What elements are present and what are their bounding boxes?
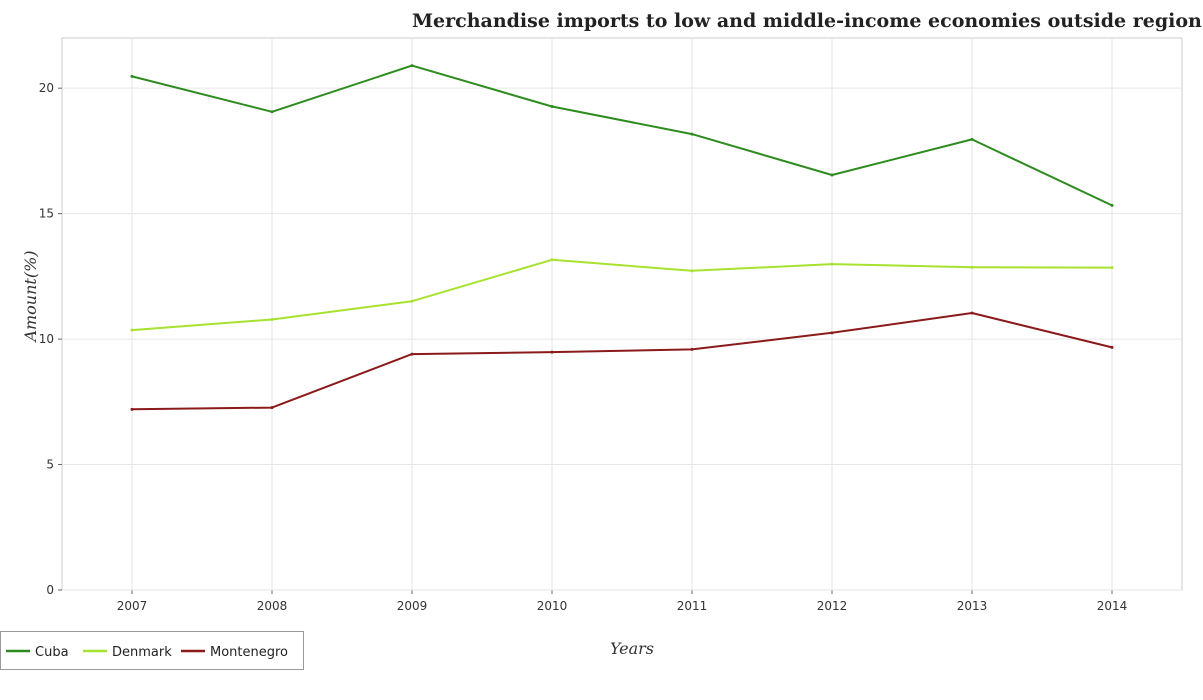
data-point-cuba <box>970 137 974 141</box>
data-point-denmark <box>270 318 274 322</box>
y-tick-label: 10 <box>39 332 54 346</box>
x-tick-label: 2010 <box>537 599 568 613</box>
x-tick-label: 2008 <box>257 599 288 613</box>
data-point-cuba <box>830 173 834 177</box>
data-point-cuba <box>410 64 414 68</box>
legend-label-montenegro: Montenegro <box>210 645 288 660</box>
series-line-denmark <box>131 258 1113 332</box>
series-line-cuba <box>131 64 1113 207</box>
x-tick-label: 2012 <box>817 599 848 613</box>
x-tick-label: 2011 <box>677 599 708 613</box>
data-point-denmark <box>690 269 694 273</box>
data-point-denmark <box>130 328 134 332</box>
data-point-montenegro <box>550 350 554 354</box>
series-line-montenegro <box>131 312 1113 411</box>
y-tick-label: 0 <box>46 583 54 597</box>
data-point-montenegro <box>270 406 274 410</box>
y-tick-label: 15 <box>39 207 54 221</box>
data-point-montenegro <box>130 407 134 411</box>
data-point-montenegro <box>690 347 694 351</box>
data-point-denmark <box>970 265 974 269</box>
plot-area: 2007 2008 2009 2010 2011 2012 2013 2014 0 5 10 15 20 <box>39 37 1183 613</box>
data-point-montenegro <box>1110 345 1114 349</box>
y-tick-label: 20 <box>39 81 54 95</box>
data-point-denmark <box>1110 266 1114 270</box>
legend: Cuba Denmark Montenegro <box>0 631 304 670</box>
data-point-cuba <box>690 132 694 136</box>
data-point-montenegro <box>830 331 834 335</box>
data-point-cuba <box>270 110 274 114</box>
legend-label-cuba: Cuba <box>35 645 69 660</box>
data-point-cuba <box>550 104 554 108</box>
x-axis-label: Years <box>610 639 654 658</box>
data-point-denmark <box>830 262 834 266</box>
data-point-cuba <box>130 74 134 78</box>
x-tick-label: 2013 <box>957 599 988 613</box>
x-tick-label: 2009 <box>397 599 428 613</box>
data-point-montenegro <box>970 311 974 315</box>
y-tick-label: 5 <box>46 458 54 472</box>
data-point-denmark <box>410 299 414 303</box>
legend-label-denmark: Denmark <box>112 645 172 660</box>
data-point-montenegro <box>410 352 414 356</box>
x-tick-label: 2014 <box>1097 599 1128 613</box>
data-point-cuba <box>1110 203 1114 207</box>
chart-title: Merchandise imports to low and middle-in… <box>412 10 1202 32</box>
y-axis-label: Amount(%) <box>21 250 40 343</box>
x-tick-label: 2007 <box>117 599 148 613</box>
data-point-denmark <box>550 258 554 262</box>
legend-box <box>0 631 304 670</box>
